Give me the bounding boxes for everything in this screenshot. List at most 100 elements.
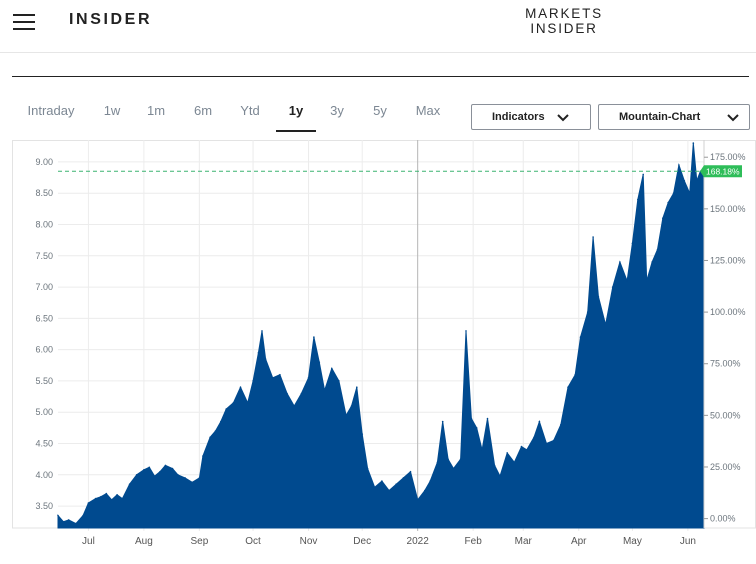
data-point [331, 367, 333, 370]
data-point [493, 464, 496, 467]
data-point [246, 402, 249, 404]
data-point [293, 405, 296, 407]
data-point [637, 198, 639, 201]
data-point [257, 352, 260, 354]
right-tick-label: 150.00% [710, 204, 746, 214]
right-tick-label: 125.00% [710, 255, 746, 265]
data-point [356, 386, 358, 388]
area-layer [57, 142, 705, 529]
data-point [631, 242, 634, 245]
data-point [214, 430, 217, 432]
data-point [436, 461, 439, 464]
data-point [513, 461, 516, 464]
y-tick-label: 8.00 [35, 219, 53, 229]
data-point [481, 449, 483, 451]
data-point [128, 483, 131, 486]
data-point [626, 280, 628, 282]
data-point [350, 405, 353, 407]
data-point [597, 295, 600, 298]
chart-svg: 9.00 8.50 8.00 7.50 7.00 6.50 6.00 5.50 5.00 4.50… [12, 140, 756, 547]
data-point [667, 201, 669, 204]
tab-1w[interactable]: 1w [103, 103, 121, 118]
data-point [429, 480, 432, 482]
data-point [143, 469, 145, 471]
data-point [220, 420, 222, 423]
y-tick-label: 7.50 [35, 251, 53, 261]
data-point [506, 452, 509, 454]
y-tick-label: 3.50 [35, 501, 53, 511]
chevron-down-icon [557, 114, 569, 122]
insider-logo[interactable]: INSIDER [69, 11, 153, 28]
x-tick-label: Dec [353, 536, 371, 547]
data-point [62, 520, 65, 523]
x-tick-label: Jun [680, 536, 696, 547]
chart-type-label: Mountain-Chart [619, 111, 701, 123]
data-point [198, 477, 201, 479]
indicators-button[interactable]: Indicators [471, 104, 591, 130]
data-point [338, 380, 340, 382]
x-tick-label: 2022 [407, 536, 430, 547]
data-point [286, 392, 288, 395]
data-point [116, 494, 118, 496]
x-tick-label: Mar [515, 536, 533, 547]
data-point [373, 486, 376, 489]
tab-ytd[interactable]: Ytd [240, 103, 260, 118]
data-point [611, 286, 614, 288]
data-point [318, 361, 321, 363]
data-point [696, 179, 698, 182]
tab-intraday[interactable]: Intraday [27, 103, 75, 118]
data-point [87, 502, 90, 504]
data-point [642, 173, 644, 176]
data-point [159, 470, 161, 473]
tab-6m[interactable]: 6m [193, 103, 213, 118]
data-point [264, 358, 267, 360]
x-tick-label: Jul [82, 536, 95, 547]
right-tick-label: 0.00% [710, 514, 736, 524]
tab-max[interactable]: Max [415, 103, 441, 118]
data-point [560, 423, 562, 426]
tab-5y[interactable]: 5y [373, 103, 387, 118]
data-point [252, 380, 254, 382]
data-point [388, 489, 390, 492]
data-point [402, 477, 405, 479]
tab-1y[interactable]: 1y [276, 96, 316, 132]
data-point [82, 514, 84, 517]
x-tick-label: Aug [135, 536, 153, 547]
data-point [538, 420, 541, 423]
y-tick-label: 8.50 [35, 188, 53, 198]
menu-icon[interactable] [13, 14, 35, 30]
data-point [651, 261, 653, 263]
data-point [499, 475, 501, 477]
data-point [552, 439, 555, 442]
data-point [366, 467, 369, 470]
data-point [300, 392, 303, 395]
data-point [100, 495, 102, 498]
data-point [148, 466, 151, 469]
data-point [75, 522, 77, 525]
data-point [672, 192, 675, 194]
current-change-label: 168.18% [706, 166, 740, 176]
x-tick-label: May [623, 536, 642, 547]
data-point [135, 474, 138, 476]
data-point [225, 408, 227, 410]
tab-3y[interactable]: 3y [330, 103, 344, 118]
x-tick-label: Oct [245, 536, 261, 547]
price-chart[interactable]: 9.00 8.50 8.00 7.50 7.00 6.50 6.00 5.50 5.00 4.50… [12, 140, 756, 559]
data-point [171, 467, 174, 470]
y-tick-label: 9.00 [35, 157, 53, 167]
data-point [447, 458, 449, 461]
data-point [94, 497, 97, 500]
markets-insider-logo[interactable]: MARKETS INSIDER [514, 6, 614, 36]
right-tick-label: 175.00% [710, 152, 746, 162]
markets-logo-line2: INSIDER [530, 21, 598, 36]
right-tick-label: 100.00% [710, 307, 746, 317]
data-point [361, 433, 364, 435]
tab-1m[interactable]: 1m [146, 103, 166, 118]
markets-logo-line1: MARKETS [525, 6, 603, 21]
x-tick-label: Apr [571, 536, 587, 547]
data-point [67, 519, 70, 521]
chart-type-button[interactable]: Mountain-Chart [598, 104, 750, 130]
x-tick-label: Nov [300, 536, 318, 547]
data-point [279, 373, 281, 376]
x-tick-label: Feb [465, 536, 483, 547]
